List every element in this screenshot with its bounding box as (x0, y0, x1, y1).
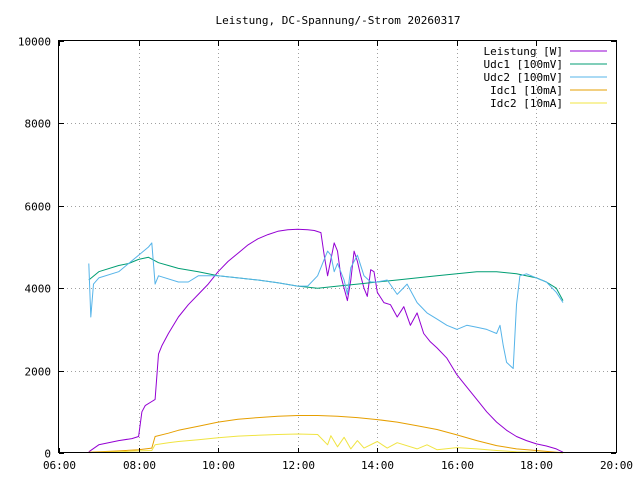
grid (59, 41, 616, 453)
y-tick-label: 10000 (18, 36, 51, 49)
x-tick-label: 18:00 (520, 459, 553, 472)
series-line-2 (88, 256, 564, 301)
plot-frame (58, 40, 617, 453)
x-tick-label: 10:00 (202, 459, 235, 472)
chart-title: Leistung, DC-Spannung/-Strom 20260317 (215, 14, 460, 27)
series-line-1 (88, 228, 564, 453)
legend-label: Leistung [W] (484, 45, 563, 58)
legend-label: Udc1 [100mV] (484, 58, 563, 71)
y-tick-label: 8000 (25, 118, 52, 131)
legend: Leistung [W]Udc1 [100mV]Udc2 [100mV]Idc1… (484, 45, 607, 110)
legend-label: Idc2 [10mA] (490, 97, 563, 110)
y-tick-label: 4000 (25, 283, 52, 296)
series-line-4 (88, 415, 564, 454)
legend-label: Udc2 [100mV] (484, 71, 563, 84)
x-tick-label: 12:00 (282, 459, 315, 472)
y-tick-label: 6000 (25, 201, 52, 214)
x-tick-label: 06:00 (43, 459, 76, 472)
series-layer (88, 228, 564, 454)
series-line-3 (88, 242, 564, 369)
series-line-5 (88, 433, 564, 454)
x-tick-label: 20:00 (600, 459, 633, 472)
y-tick-label: 0 (44, 448, 51, 461)
legend-label: Idc1 [10mA] (490, 84, 563, 97)
x-tick-label: 14:00 (361, 459, 394, 472)
x-tick-label: 16:00 (441, 459, 474, 472)
axis-ticks: 06:00 08:00 10:00 12:00 14:00 16:00 18:00 20:00… (18, 36, 633, 473)
x-tick-label: 08:00 (123, 459, 156, 472)
y-tick-label: 2000 (25, 366, 52, 379)
